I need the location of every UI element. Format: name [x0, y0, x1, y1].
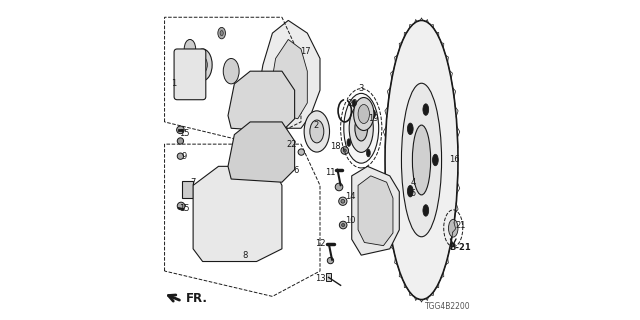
Circle shape	[335, 183, 343, 191]
Text: 17: 17	[300, 47, 310, 56]
Ellipse shape	[223, 59, 239, 84]
Ellipse shape	[198, 57, 207, 73]
Text: 20: 20	[347, 99, 358, 108]
Polygon shape	[193, 166, 282, 261]
Ellipse shape	[385, 20, 458, 300]
Ellipse shape	[184, 64, 196, 84]
Circle shape	[298, 149, 305, 155]
Text: 8: 8	[243, 251, 248, 260]
Circle shape	[341, 199, 345, 203]
Text: 9: 9	[182, 152, 187, 161]
Ellipse shape	[412, 125, 431, 195]
Circle shape	[327, 257, 333, 264]
Ellipse shape	[241, 188, 269, 246]
Text: 11: 11	[325, 168, 335, 177]
Text: 2: 2	[314, 121, 319, 130]
Ellipse shape	[246, 198, 264, 236]
Ellipse shape	[423, 104, 429, 115]
Polygon shape	[228, 122, 294, 182]
Ellipse shape	[408, 123, 413, 134]
Text: 14: 14	[346, 192, 356, 201]
Ellipse shape	[207, 198, 227, 236]
Ellipse shape	[304, 111, 330, 152]
Bar	[182, 180, 193, 198]
Circle shape	[342, 223, 345, 227]
Text: 18: 18	[330, 142, 340, 151]
Text: 15: 15	[179, 204, 189, 213]
Text: 4: 4	[410, 178, 415, 187]
Polygon shape	[228, 71, 294, 132]
Polygon shape	[269, 39, 307, 119]
Ellipse shape	[349, 104, 373, 152]
Circle shape	[177, 153, 184, 159]
Ellipse shape	[355, 116, 367, 141]
Circle shape	[339, 221, 347, 229]
Ellipse shape	[203, 188, 231, 246]
Text: 13: 13	[316, 274, 326, 283]
Text: B-21: B-21	[450, 243, 472, 252]
Polygon shape	[358, 176, 393, 246]
Ellipse shape	[401, 83, 442, 237]
Text: 6: 6	[293, 166, 298, 175]
Ellipse shape	[372, 110, 376, 118]
Ellipse shape	[193, 49, 212, 81]
Ellipse shape	[367, 149, 371, 157]
Circle shape	[177, 138, 184, 144]
Text: 15: 15	[179, 130, 189, 139]
Bar	[326, 273, 332, 281]
Text: 21: 21	[455, 220, 466, 229]
Circle shape	[177, 126, 184, 134]
Text: TGG4B2200: TGG4B2200	[425, 302, 470, 311]
Text: 1: 1	[172, 79, 177, 88]
Ellipse shape	[423, 205, 429, 216]
Text: 7: 7	[191, 178, 196, 187]
Text: 3: 3	[358, 84, 364, 93]
Text: FR.: FR.	[186, 292, 208, 306]
Ellipse shape	[449, 219, 458, 237]
Ellipse shape	[344, 93, 379, 163]
Circle shape	[339, 197, 347, 205]
Ellipse shape	[347, 139, 351, 146]
Circle shape	[343, 149, 346, 152]
Circle shape	[177, 202, 185, 210]
Text: 16: 16	[449, 155, 460, 164]
Ellipse shape	[367, 177, 374, 188]
Circle shape	[341, 147, 349, 154]
Ellipse shape	[310, 120, 324, 143]
Ellipse shape	[358, 105, 369, 124]
Text: 19: 19	[368, 114, 378, 123]
Ellipse shape	[220, 31, 223, 36]
Ellipse shape	[408, 186, 413, 197]
Ellipse shape	[218, 28, 225, 39]
Ellipse shape	[352, 100, 356, 107]
Ellipse shape	[184, 39, 196, 59]
Ellipse shape	[433, 154, 438, 166]
Polygon shape	[257, 20, 320, 128]
Text: 12: 12	[316, 239, 326, 248]
Ellipse shape	[380, 230, 387, 242]
Text: 10: 10	[346, 216, 356, 225]
Text: 22: 22	[287, 140, 298, 149]
Ellipse shape	[354, 98, 374, 131]
FancyBboxPatch shape	[174, 49, 206, 100]
Polygon shape	[352, 166, 399, 255]
Ellipse shape	[179, 57, 201, 92]
Text: 5: 5	[410, 189, 415, 198]
